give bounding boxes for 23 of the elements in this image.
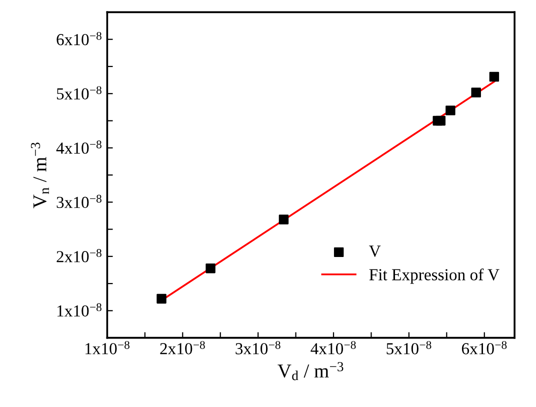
point	[489, 72, 500, 82]
x-tick-label: 6x10$^{−8}$	[462, 341, 507, 354]
y-tick-label: 4x10$^{−8}$	[56, 140, 102, 154]
y-tick-label: 5x10$^{−8}$	[56, 86, 102, 100]
legend-label: Fit Expression of V	[369, 268, 500, 284]
x-tick-label: 2x10$^{−8}$	[160, 341, 205, 354]
legend-label: V	[369, 246, 381, 257]
x-tick-label: 5x10$^{−8}$	[386, 341, 432, 354]
point	[278, 214, 289, 224]
y-tick-label: 2x10$^{−8}$	[56, 249, 102, 262]
x-tick-label: 1x10$^{−8}$	[86, 341, 130, 354]
point	[446, 106, 456, 116]
point	[206, 263, 216, 274]
point	[156, 294, 166, 304]
x-tick-label: 4x10$^{−8}$	[310, 341, 356, 354]
x-tick-label: 3x10$^{−8}$	[236, 341, 280, 354]
point	[471, 88, 481, 98]
y-tick-label: 3x10$^{−8}$	[56, 194, 102, 208]
y-tick-label: 1x10$^{−8}$	[57, 303, 102, 317]
x-axis-title: V$_{d}$ / m$^{−3}$	[278, 362, 344, 380]
y-tick-label: 6x10$^{−8}$	[56, 32, 102, 46]
y-axis-title: V$_{n}$ / m$^{−3}$	[30, 142, 49, 208]
point	[436, 116, 446, 126]
